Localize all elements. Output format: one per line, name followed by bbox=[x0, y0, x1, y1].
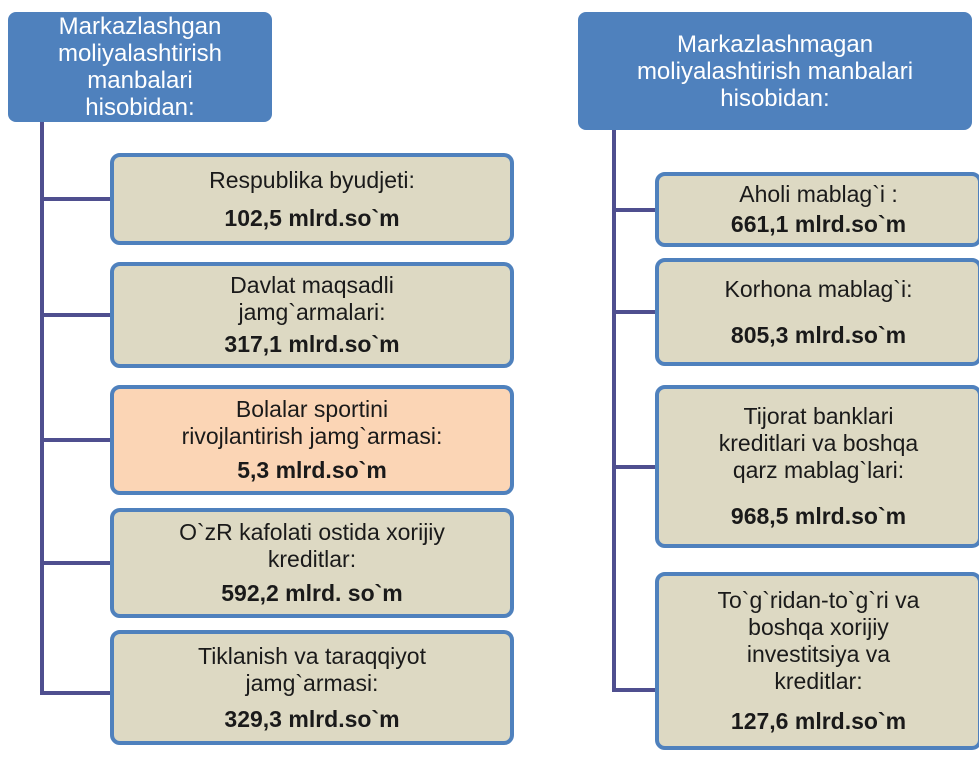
item-label: Korhona mablag`i: bbox=[725, 276, 913, 303]
label-line: To`g`ridan-to`g`ri va bbox=[717, 586, 920, 613]
header-text: hisobidan: bbox=[720, 84, 830, 112]
label-line: Davlat maqsadli bbox=[230, 272, 394, 299]
item-box: Aholi mablag`i :661,1 mlrd.so`m bbox=[655, 172, 979, 247]
label-line: boshqa xorijiy bbox=[748, 613, 889, 640]
item-value: 592,2 mlrd. so`m bbox=[221, 579, 403, 606]
connector bbox=[42, 691, 110, 695]
connector bbox=[614, 207, 655, 212]
item-box: Respublika byudjeti: 102,5 mlrd.so`m bbox=[110, 153, 514, 245]
connector bbox=[614, 464, 655, 469]
item-label: Respublika byudjeti: bbox=[209, 167, 415, 194]
item-box: Tiklanish va taraqqiyot jamg`armasi: 329,3… bbox=[110, 630, 514, 745]
connector bbox=[614, 688, 655, 692]
header-box: Markazlashgan moliyalashtirish manbalari h… bbox=[8, 12, 272, 122]
item-value: 5,3 mlrd.so`m bbox=[237, 456, 387, 483]
label-line: kreditlar: bbox=[267, 546, 357, 573]
connector bbox=[42, 561, 110, 565]
item-label: Aholi mablag`i : bbox=[739, 181, 898, 208]
item-box: O`zR kafolati ostida xorijiy kreditlar: 59… bbox=[110, 508, 514, 618]
connector bbox=[612, 130, 616, 692]
label-line: qarz mablag`lari: bbox=[732, 456, 905, 483]
label-line: Tiklanish va taraqqiyot bbox=[198, 642, 426, 669]
header-text: moliyalashtirish manbalari bbox=[57, 40, 223, 94]
item-box: Davlat maqsadli jamg`armalari: 317,1 mlrd.… bbox=[110, 262, 514, 368]
item-label: O`zR kafolati ostida xorijiy kreditlar: bbox=[179, 519, 445, 573]
item-value: 968,5 mlrd.so`m bbox=[730, 503, 907, 530]
item-label: To`g`ridan-to`g`ri va boshqa xorijiy inves… bbox=[718, 587, 920, 695]
item-value: 661,1 mlrd.so`m bbox=[730, 210, 907, 237]
item-value: 317,1 mlrd.so`m bbox=[224, 330, 400, 357]
item-box: To`g`ridan-to`g`ri va boshqa xorijiy inves… bbox=[655, 572, 979, 750]
connector bbox=[614, 310, 655, 314]
connector bbox=[42, 438, 110, 442]
header-box: Markazlashmagan moliyalashtirish manbalar… bbox=[578, 12, 972, 130]
item-value: 127,6 mlrd.so`m bbox=[730, 708, 907, 735]
item-value: 102,5 mlrd.so`m bbox=[224, 204, 400, 231]
connector bbox=[42, 197, 110, 201]
label-line: rivojlantirish jamg`armasi: bbox=[181, 423, 443, 450]
item-box: Tijorat banklari kreditlari va boshqa qarz… bbox=[655, 385, 979, 548]
label-line: O`zR kafolati ostida xorijiy bbox=[179, 519, 445, 546]
label-line: Aholi mablag`i : bbox=[739, 181, 898, 208]
item-label: Tiklanish va taraqqiyot jamg`armasi: bbox=[198, 643, 426, 697]
label-line: kreditlar: bbox=[774, 667, 863, 694]
label-line: Tijorat banklari bbox=[743, 402, 894, 429]
label-line: Bolalar sportini bbox=[235, 396, 389, 423]
item-label: Tijorat banklari kreditlari va boshqa qarz… bbox=[719, 403, 918, 484]
item-box: Korhona mablag`i: 805,3 mlrd.so`m bbox=[655, 258, 979, 366]
header-text: moliyalashtirish manbalari bbox=[636, 57, 914, 85]
header-text: Markazlashgan bbox=[58, 13, 222, 40]
label-line: Respublika byudjeti: bbox=[209, 166, 415, 193]
connector bbox=[40, 122, 44, 695]
item-value: 805,3 mlrd.so`m bbox=[730, 321, 907, 348]
item-value: 329,3 mlrd.so`m bbox=[224, 705, 400, 732]
label-line: kreditlari va boshqa bbox=[718, 429, 919, 456]
item-box: Bolalar sportini rivojlantirish jamg`arma… bbox=[110, 385, 514, 495]
label-line: investitsiya va bbox=[746, 640, 891, 667]
label-line: Korhona mablag`i: bbox=[724, 275, 913, 302]
header-text: hisobidan: bbox=[85, 94, 195, 121]
item-label: Davlat maqsadli jamg`armalari: bbox=[230, 272, 394, 326]
label-line: jamg`armasi: bbox=[245, 669, 379, 696]
header-text: Markazlashmagan bbox=[676, 30, 874, 58]
item-label: Bolalar sportini rivojlantirish jamg`arma… bbox=[182, 396, 443, 450]
label-line: jamg`armalari: bbox=[238, 299, 386, 326]
connector bbox=[42, 313, 110, 317]
